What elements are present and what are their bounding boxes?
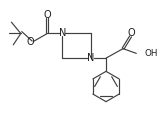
Text: OH: OH bbox=[145, 49, 158, 58]
Text: O: O bbox=[128, 28, 135, 38]
Text: N: N bbox=[59, 28, 66, 39]
Text: N: N bbox=[87, 53, 95, 63]
Text: O: O bbox=[44, 10, 51, 20]
Text: O: O bbox=[27, 37, 34, 47]
